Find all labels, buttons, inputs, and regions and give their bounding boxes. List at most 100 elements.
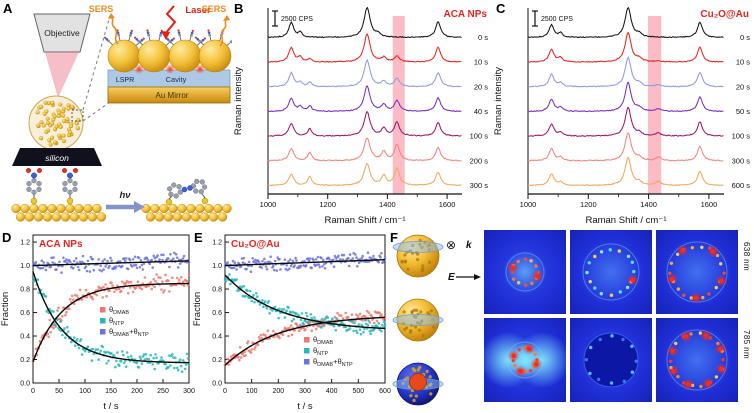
legend-label: θDMAB+θNTP (313, 357, 353, 368)
y-axis-label: Fraction (192, 292, 203, 326)
fdtd-map-1-2 (656, 318, 738, 402)
tick-label: 1.0 (212, 263, 222, 270)
x-axis-label: t / s (297, 401, 313, 412)
gold-nanoparticles (107, 39, 232, 73)
au-mirror-label: Au Mirror (156, 91, 189, 100)
legend-label: θDMAB+θNTP (109, 327, 149, 338)
silicon-substrate (12, 148, 102, 166)
time-label: 0 s (478, 33, 488, 42)
fdtd-map-0-1 (570, 230, 652, 314)
objective-body (33, 13, 91, 53)
zoom-guide-top (82, 15, 111, 111)
tick-label: 1600 (439, 200, 456, 209)
e-field-arrowhead-icon (474, 274, 481, 280)
reaction-scheme (11, 167, 232, 222)
time-label: 300 s (732, 156, 751, 165)
tick-label: 0.2 (20, 357, 30, 364)
cross-section-spheres (392, 234, 444, 406)
panel-d-svg: 0 50 100 150 200 250 300 0.0 0.2 0.4 0.6 0.8 1.0 1.2 t… (0, 234, 195, 412)
tick-label: 1600 (701, 200, 718, 209)
panel-label-d: D (2, 230, 12, 245)
tick-label: 400 (326, 388, 338, 395)
legend-label: θNTP (313, 346, 329, 357)
tick-label: 0.2 (212, 357, 222, 364)
time-label: 100 s (732, 132, 751, 141)
tick-label: 200 (131, 388, 143, 395)
tick-label: 0.0 (212, 381, 222, 388)
panel-label-c: C (496, 1, 506, 16)
e-field-label: E (448, 272, 455, 283)
sers-wave-right-icon (219, 17, 228, 47)
x-axis-label: Raman Shift / cm⁻¹ (585, 215, 666, 226)
time-label: 100 s (470, 132, 489, 141)
tick-label: 0.0 (20, 381, 30, 388)
sers-wave-left-icon (110, 15, 119, 45)
tick-label: 0.8 (20, 287, 30, 294)
fdtd-map-0-2 (656, 230, 738, 314)
laser-zigzag-icon (164, 5, 177, 35)
tick-label: 0.4 (212, 334, 222, 341)
hotspot-glow (134, 64, 144, 74)
time-label: 50 s (736, 107, 750, 116)
fdtd-map-1-1 (570, 318, 652, 402)
silicon-label: silicon (45, 153, 69, 163)
reaction-arrowhead-icon (134, 201, 145, 213)
sers-arrowhead-right-icon (223, 15, 230, 21)
cavity-label: Cavity (166, 75, 187, 84)
tick-label: 300 (183, 388, 195, 395)
panel-b-raman-chart: 1000 1200 1400 1600 Raman Shift / cm⁻¹ Raman … (232, 0, 492, 228)
panel-c-raman-chart: 1000 1200 1400 1600 Raman Shift / cm⁻¹ Raman … (492, 0, 754, 228)
hotspot-glow (165, 64, 175, 74)
fdtd-map-0-0 (484, 230, 566, 314)
scale-bar-label: 2500 CPS (281, 16, 313, 23)
y-axis-label: Raman intensity (493, 67, 504, 135)
sers-left-label: SERS (89, 4, 114, 14)
panel-label-b: B (234, 1, 244, 16)
laser-arrowhead-icon (161, 31, 170, 40)
panel-d-kinetics-chart: 0 50 100 150 200 250 300 0.0 0.2 0.4 0.6 0.8 1.0 1.2 t… (0, 228, 196, 413)
tick-label: 0.6 (212, 310, 222, 317)
tick-label: 1400 (640, 200, 657, 209)
adsorbed-molecules (104, 29, 232, 46)
tick-label: 150 (105, 388, 117, 395)
legend-label: θDMAB (109, 305, 129, 316)
y-axis-label: Fraction (0, 292, 11, 326)
y-axis-label: Raman intensity (233, 67, 244, 135)
panel-c-svg: 1000 1200 1400 1600 Raman Shift / cm⁻¹ Raman … (493, 6, 751, 226)
tick-label: 0.6 (20, 310, 30, 317)
tick-label: 1400 (379, 200, 396, 209)
tick-label: 0.4 (20, 334, 30, 341)
time-label: 0 s (740, 33, 750, 42)
wavelength-label-785: 785 nm (742, 330, 751, 360)
chart-title: Cu₂O@Au (231, 239, 280, 250)
chart-title: Cu₂O@Au (700, 9, 749, 20)
panel-label-f: F (390, 230, 398, 245)
hv-label: hν (119, 190, 131, 201)
tick-label: 600 (379, 388, 391, 395)
au-mirror-layer (107, 86, 231, 104)
tick-label: 1200 (580, 200, 597, 209)
time-label: 20 s (474, 82, 488, 91)
hotspot-glow (195, 64, 205, 74)
x-axis-label: t / s (103, 401, 119, 412)
objective-label: Objective (44, 28, 80, 38)
panel-a-schematic: Objective silicon LSPR Cavity Au Mirror … (11, 4, 232, 222)
panel-e-svg: 0 100 200 300 400 500 600 0.0 0.2 0.4 0.6 0.8 1.0 1.2… (192, 234, 391, 412)
tick-label: 250 (157, 388, 169, 395)
lspr-label: LSPR (116, 77, 134, 84)
scale-bar-label: 2500 CPS (541, 16, 573, 23)
tick-label: 1200 (319, 200, 336, 209)
zoom-guide-bottom (82, 101, 111, 122)
tick-label: 1.0 (20, 263, 30, 270)
tick-label: 300 (299, 388, 311, 395)
time-label: 20 s (736, 82, 750, 91)
sers-arrowhead-left-icon (108, 13, 115, 19)
panel-label-a: A (3, 1, 13, 16)
sers-right-label: SERS (202, 4, 227, 14)
panel-f-simulations: ⊗ k E 638 nm 785 nm (390, 228, 754, 413)
laser-beam-cone (45, 52, 79, 98)
tick-label: 1000 (260, 200, 277, 209)
time-label: 40 s (474, 107, 488, 116)
time-label: 300 s (470, 181, 489, 190)
